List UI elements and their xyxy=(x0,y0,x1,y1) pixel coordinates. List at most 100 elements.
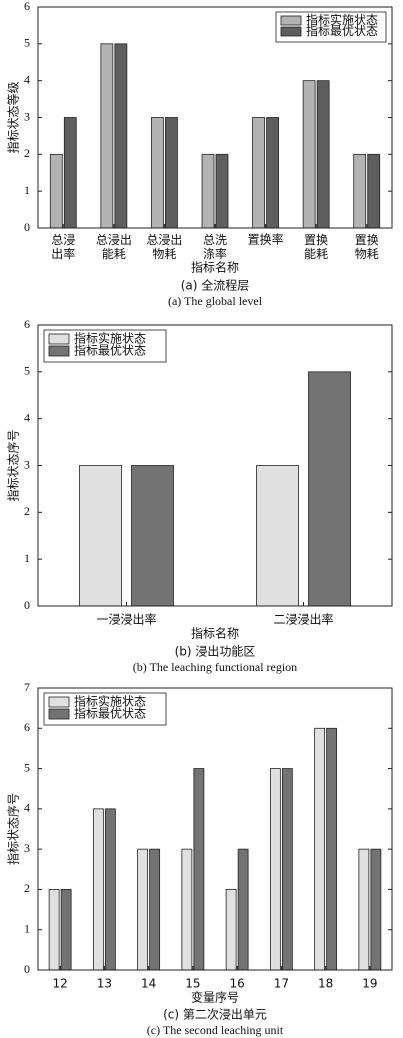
x-axis-label: 变量序号 xyxy=(191,990,239,1005)
x-tick-label: 18 xyxy=(318,977,333,991)
y-tick-label: 6 xyxy=(24,720,30,734)
bar xyxy=(308,371,351,607)
y-tick-label: 6 xyxy=(24,317,30,331)
plot-frame xyxy=(37,6,393,229)
bar xyxy=(225,889,237,971)
bar xyxy=(358,848,370,971)
x-tick-label: 12 xyxy=(52,977,67,991)
x-tick-label: 二浸浸出率 xyxy=(273,612,333,627)
x-tick-label: 置换能耗 xyxy=(304,233,328,261)
legend-swatch xyxy=(48,345,70,357)
legend-label: 指标最优状态 xyxy=(74,343,146,358)
y-tick-label: 5 xyxy=(24,760,30,774)
y-tick-label: 1 xyxy=(24,551,30,565)
x-tick-label: 17 xyxy=(274,977,289,991)
x-tick-label: 置换物耗 xyxy=(355,233,379,261)
bar xyxy=(281,768,293,971)
bar xyxy=(316,80,330,229)
y-tick-label: 7 xyxy=(24,680,30,694)
bar xyxy=(48,889,60,971)
bar xyxy=(269,768,281,971)
bar xyxy=(252,117,265,229)
bar xyxy=(314,727,326,971)
y-tick-label: 3 xyxy=(24,109,30,123)
bar xyxy=(353,153,367,229)
y-tick-label: 2 xyxy=(24,504,30,518)
y-tick-label: 4 xyxy=(24,410,30,424)
bar xyxy=(149,848,161,971)
x-tick-label: 15 xyxy=(185,977,200,991)
caption-en: (a) The global level xyxy=(168,294,263,308)
bar xyxy=(151,117,164,229)
bar xyxy=(104,808,116,971)
y-tick-label: 0 xyxy=(24,598,30,612)
legend-label: 指标最优状态 xyxy=(74,706,146,721)
x-tick-label: 总洗涤率 xyxy=(203,233,227,261)
x-tick-label: 13 xyxy=(97,977,112,991)
legend-swatch xyxy=(280,26,302,37)
plot-frame xyxy=(37,687,393,971)
x-axis-label: 指标名称 xyxy=(191,626,239,641)
y-tick-label: 1 xyxy=(24,921,30,935)
bar xyxy=(114,43,128,229)
bar xyxy=(63,117,77,229)
y-axis-label: 指标状态序号 xyxy=(6,429,21,501)
y-tick-label: 3 xyxy=(24,841,30,855)
caption: (b) 浸出功能区 xyxy=(175,645,256,659)
y-tick-label: 0 xyxy=(24,220,30,234)
y-axis-label: 指标状态等级 xyxy=(6,81,21,153)
bar xyxy=(131,465,174,607)
legend-label: 指标实施状态 xyxy=(74,331,146,346)
bar xyxy=(165,117,178,229)
y-tick-label: 5 xyxy=(24,364,30,378)
caption: (a) 全流程层 xyxy=(181,278,250,293)
bar xyxy=(79,465,122,607)
bar xyxy=(370,848,382,971)
x-tick-label: 16 xyxy=(229,977,244,991)
caption-en: (c) The second leaching unit xyxy=(147,1023,284,1037)
x-tick-label: 总浸出率 xyxy=(51,233,75,261)
bar xyxy=(201,153,215,229)
caption: (c) 第二次浸出单元 xyxy=(163,1008,267,1022)
caption-en: (b) The leaching functional region xyxy=(133,660,297,674)
legend-swatch xyxy=(48,708,70,720)
legend-swatch xyxy=(48,333,70,345)
bar xyxy=(215,153,229,229)
y-tick-label: 4 xyxy=(24,801,30,815)
legend-label: 指标最优状态 xyxy=(306,23,378,38)
x-tick-label: 一浸浸出率 xyxy=(96,612,156,627)
bar xyxy=(92,808,104,971)
y-tick-label: 4 xyxy=(24,72,30,86)
legend-swatch xyxy=(280,15,302,26)
y-tick-label: 1 xyxy=(24,183,30,197)
y-tick-label: 6 xyxy=(24,0,30,13)
x-tick-label: 总浸出能耗 xyxy=(96,233,132,261)
bar xyxy=(181,848,193,971)
y-tick-label: 3 xyxy=(24,457,30,471)
legend-swatch xyxy=(48,696,70,708)
y-tick-label: 0 xyxy=(24,962,30,976)
legend-label: 指标实施状态 xyxy=(74,694,146,709)
bar xyxy=(326,727,338,971)
bar xyxy=(237,848,249,971)
bar xyxy=(60,889,72,971)
y-axis-label: 指标状态序号 xyxy=(6,793,21,865)
bar xyxy=(100,43,114,229)
y-tick-label: 2 xyxy=(24,146,30,160)
y-tick-label: 2 xyxy=(24,881,30,895)
y-tick-label: 5 xyxy=(24,36,30,50)
x-axis-label: 指标名称 xyxy=(191,260,239,275)
x-tick-label: 14 xyxy=(141,977,156,991)
x-tick-label: 置换率 xyxy=(248,232,284,247)
plot-frame xyxy=(37,324,393,607)
bar xyxy=(49,153,63,229)
x-tick-label: 总浸出物耗 xyxy=(146,233,182,261)
bar xyxy=(256,465,299,607)
x-tick-label: 19 xyxy=(362,977,377,991)
bar xyxy=(193,768,205,971)
bar xyxy=(266,117,279,229)
bar xyxy=(137,848,149,971)
legend-label: 指标实施状态 xyxy=(306,12,378,27)
